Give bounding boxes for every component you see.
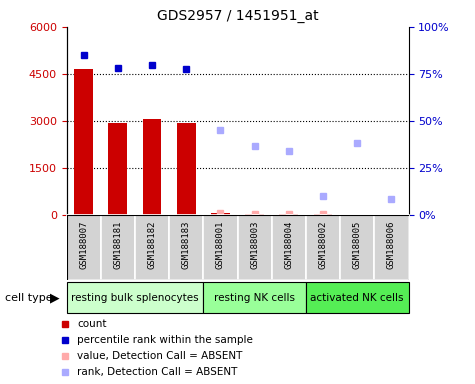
Bar: [74, 69, 93, 215]
Text: GSM188007: GSM188007: [79, 220, 88, 269]
Bar: [177, 124, 196, 215]
Text: percentile rank within the sample: percentile rank within the sample: [77, 335, 253, 345]
Text: resting NK cells: resting NK cells: [214, 293, 295, 303]
Text: GSM188183: GSM188183: [182, 220, 190, 269]
Text: GSM188001: GSM188001: [216, 220, 225, 269]
Text: GSM188005: GSM188005: [353, 220, 361, 269]
Bar: [108, 122, 127, 215]
Bar: [306, 215, 340, 280]
Bar: [245, 214, 264, 215]
Text: value, Detection Call = ABSENT: value, Detection Call = ABSENT: [77, 351, 243, 361]
Text: GSM188003: GSM188003: [250, 220, 259, 269]
Bar: [340, 215, 374, 280]
Bar: [203, 215, 238, 280]
Text: GSM188004: GSM188004: [285, 220, 293, 269]
Bar: [203, 282, 306, 313]
Title: GDS2957 / 1451951_at: GDS2957 / 1451951_at: [157, 9, 318, 23]
Text: GSM188006: GSM188006: [387, 220, 396, 269]
Bar: [314, 214, 332, 215]
Bar: [142, 119, 162, 215]
Bar: [66, 282, 203, 313]
Bar: [169, 215, 203, 280]
Bar: [374, 215, 408, 280]
Bar: [101, 215, 135, 280]
Bar: [66, 215, 101, 280]
Text: cell type: cell type: [5, 293, 52, 303]
Text: GSM188182: GSM188182: [148, 220, 156, 269]
Bar: [238, 215, 272, 280]
Bar: [135, 215, 169, 280]
Bar: [272, 215, 306, 280]
Bar: [279, 214, 298, 215]
Bar: [306, 282, 408, 313]
Text: GSM188181: GSM188181: [114, 220, 122, 269]
Bar: [211, 214, 230, 215]
Text: activated NK cells: activated NK cells: [311, 293, 404, 303]
Text: resting bulk splenocytes: resting bulk splenocytes: [71, 293, 199, 303]
Text: ▶: ▶: [50, 291, 59, 304]
Text: count: count: [77, 319, 107, 329]
Text: GSM188002: GSM188002: [319, 220, 327, 269]
Text: rank, Detection Call = ABSENT: rank, Detection Call = ABSENT: [77, 367, 238, 377]
